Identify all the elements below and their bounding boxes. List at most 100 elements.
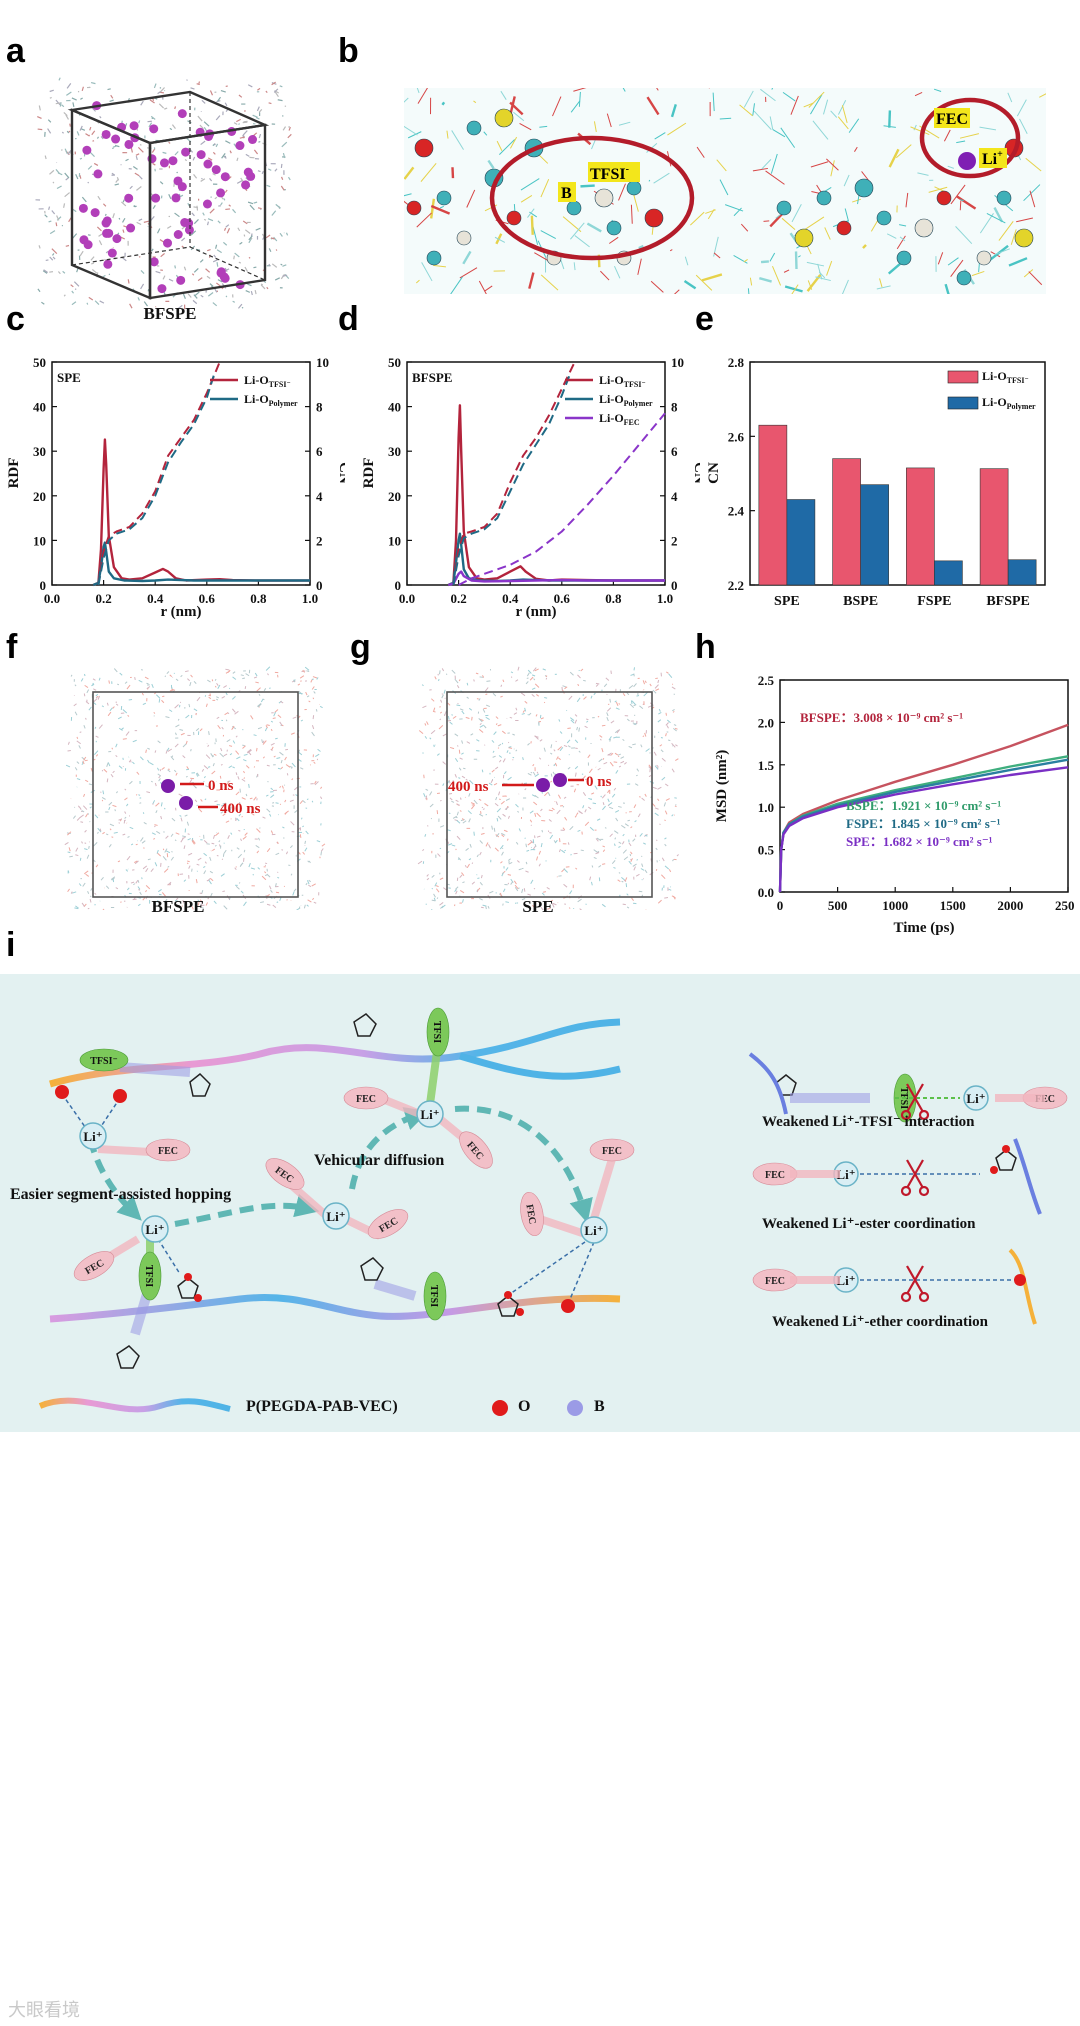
molecule-bond (287, 176, 291, 181)
molecule-bond (783, 269, 790, 273)
molecule-bond (577, 898, 582, 903)
molecule-bond (501, 832, 506, 836)
molecule-bond (243, 777, 246, 779)
molecule-bond (432, 710, 436, 713)
molecule-bond (82, 805, 88, 810)
molecule-bond (141, 692, 144, 696)
molecule-bond (207, 292, 214, 297)
molecule-bond (241, 815, 243, 818)
molecule-bond (562, 216, 582, 233)
panel-letter-a: a (6, 32, 25, 70)
panel-letter-c: c (6, 300, 25, 338)
molecule-bond (665, 733, 667, 737)
molecule-bond (622, 88, 626, 92)
molecule-bond (633, 804, 637, 809)
molecule-bond (471, 862, 474, 865)
molecule-bond (599, 738, 602, 741)
molecule-bond (1023, 269, 1034, 278)
molecule-bond (479, 676, 484, 678)
molecule-bond (203, 839, 208, 844)
molecule-bond (256, 850, 260, 854)
molecule-bond (540, 230, 556, 240)
molecule-bond (485, 693, 488, 696)
molecule-bond (618, 845, 621, 848)
molecule-bond (135, 153, 140, 156)
molecule-bond (113, 668, 118, 673)
panel-letter-d: d (338, 300, 359, 338)
molecule-bond (188, 852, 193, 856)
molecule-bond (600, 270, 610, 281)
molecule-bond (905, 192, 909, 208)
y2-tick-label: 8 (671, 400, 678, 415)
molecule-bond (84, 684, 89, 688)
mech-label-hopping: Easier segment-assisted hopping (10, 1186, 232, 1203)
molecule-bond (56, 185, 62, 190)
molecule-bond (497, 747, 500, 749)
molecule-bond (509, 136, 518, 149)
molecule-bond (944, 283, 950, 294)
molecule-bond (313, 901, 317, 904)
molecule-bond (205, 268, 211, 273)
molecule-bond (772, 129, 786, 138)
molecule-bond (461, 872, 465, 877)
molecule-bond (632, 722, 637, 726)
y2-tick-label: 10 (671, 355, 684, 370)
molecule-bond (1008, 257, 1028, 267)
molecule-bond (478, 698, 481, 701)
molecule-bond (943, 129, 951, 142)
li-ion (111, 134, 121, 144)
molecule-bond (491, 769, 495, 773)
molecule-bond (90, 256, 95, 261)
molecule-bond (791, 203, 802, 223)
watermark: 大眼看境 (8, 2000, 80, 2021)
molecule-bond (217, 279, 223, 283)
li-ion (163, 238, 173, 248)
molecule-bond (280, 185, 285, 191)
panel-a-caption: BFSPE (143, 304, 197, 323)
molecule-bond (489, 890, 494, 894)
li-ion (101, 129, 111, 139)
molecule-bond (293, 679, 296, 683)
molecule-bond (250, 867, 256, 870)
li-ion (196, 150, 206, 160)
molecule-bond (284, 799, 287, 803)
molecule-bond (107, 711, 112, 717)
molecule-bond (225, 109, 229, 112)
msd-series-SPE (778, 766, 1069, 893)
molecule-bond (59, 102, 62, 107)
molecule-bond (216, 803, 221, 806)
molecule-bond (137, 297, 140, 301)
molecule-bond (198, 81, 201, 84)
g-label-0ns: 0 ns (586, 774, 612, 790)
y2-tick-label: 0 (316, 578, 323, 593)
molecule-bond (267, 168, 272, 171)
li-ion (149, 124, 159, 134)
molecule-bond (492, 692, 497, 697)
y2-tick-label: 4 (316, 489, 323, 504)
molecule-bond (124, 811, 127, 814)
molecule-bond (107, 762, 111, 767)
b-label-b: B (561, 185, 572, 202)
molecule-bond (81, 902, 85, 907)
molecule-bond (260, 901, 265, 904)
molecule-bond (780, 127, 796, 148)
molecule-bond (153, 838, 156, 840)
molecule-bond (65, 764, 71, 768)
molecule-bond (169, 127, 173, 131)
molecule-bond (288, 126, 291, 128)
x-tick-label: 500 (828, 898, 848, 913)
atom (644, 208, 664, 228)
molecule-bond (547, 792, 551, 797)
molecule-bond (913, 124, 917, 131)
molecule-bond (459, 797, 462, 800)
molecule-bond (160, 87, 165, 93)
molecule-bond (184, 814, 188, 817)
molecule-bond (508, 858, 511, 861)
molecule-bond (520, 178, 540, 191)
molecule-bond (195, 713, 197, 716)
molecule-bond (451, 669, 456, 674)
molecule-bond (168, 141, 171, 144)
molecule-bond (593, 121, 597, 133)
molecule-bond (513, 712, 518, 715)
y2-tick-label: 4 (671, 489, 678, 504)
